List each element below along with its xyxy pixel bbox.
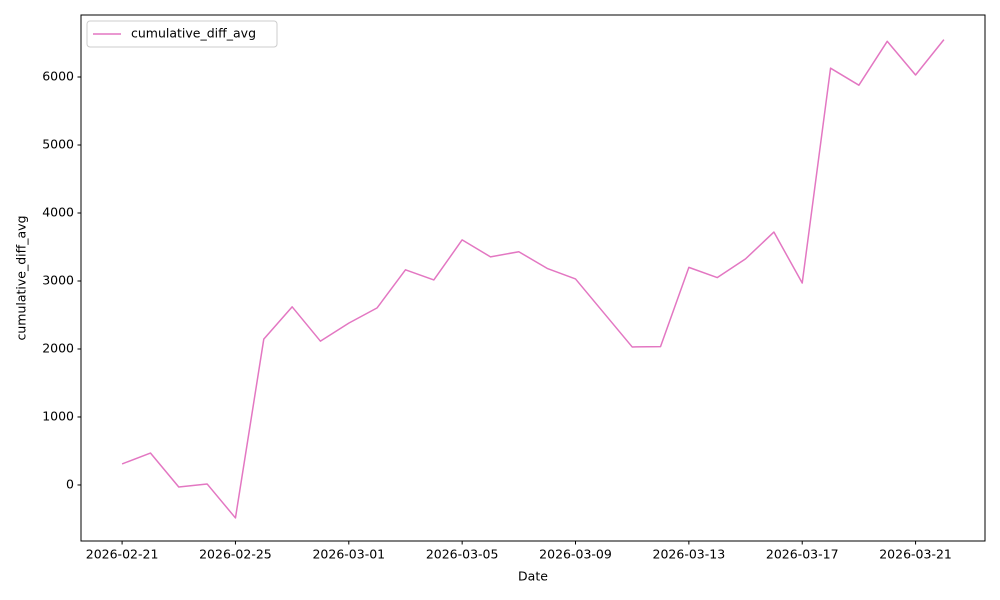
y-tick-label: 2000 [42,340,74,355]
y-tick-label: 1000 [42,408,74,423]
line [121,39,945,519]
legend-label: cumulative_diff_avg [131,26,256,41]
y-axis-label: cumulative_diff_avg [14,216,29,341]
x-tick-label: 2026-03-09 [539,547,612,562]
x-tick-label: 2026-02-21 [86,547,159,562]
x-tick-label: 2026-03-01 [312,547,385,562]
y-tick-label: 5000 [42,137,74,152]
x-tick-label: 2026-03-05 [426,547,499,562]
x-tick-label: 2026-03-17 [766,547,839,562]
y-tick-label: 0 [66,476,74,491]
legend-box [86,20,278,48]
x-tick-label: 2026-03-13 [653,547,726,562]
plot-frame [80,14,986,542]
y-tick-label: 6000 [42,69,74,84]
y-tick-label: 3000 [42,272,74,287]
x-tick-label: 2026-02-25 [199,547,272,562]
x-tick-label: 2026-03-21 [879,547,952,562]
x-axis-label: Date [518,569,548,584]
y-tick-label: 4000 [42,204,74,219]
